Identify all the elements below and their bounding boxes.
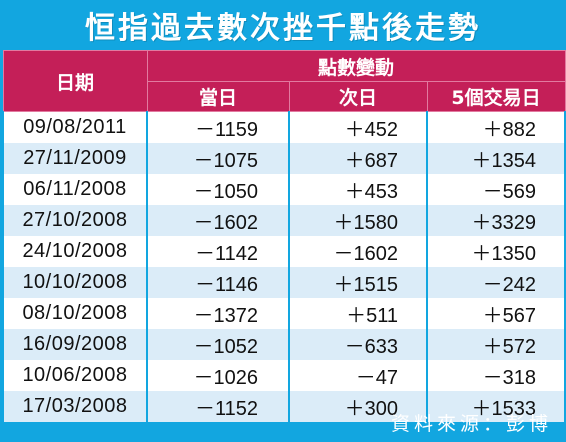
five-day-cell: ＋1354 bbox=[426, 142, 566, 174]
date-cell: 08/10/2008 bbox=[2, 297, 148, 329]
same-day-cell: －1602 bbox=[146, 204, 290, 236]
same-day-cell: －1142 bbox=[146, 235, 290, 267]
same-day-cell: －1050 bbox=[146, 173, 290, 205]
same-day-column-header: 當日 bbox=[146, 81, 290, 112]
date-cell: 16/09/2008 bbox=[2, 328, 148, 360]
five-day-cell: ＋1350 bbox=[426, 235, 566, 267]
same-day-cell: －1372 bbox=[146, 297, 290, 329]
same-day-cell: －1146 bbox=[146, 266, 290, 298]
table-row: 06/11/2008 －1050 ＋453 －569 bbox=[2, 173, 566, 205]
next-day-cell: －1602 bbox=[288, 235, 428, 267]
title-bar: 恒指過去數次挫千點後走勢 bbox=[0, 0, 566, 50]
table-row: 16/09/2008 －1052 －633 ＋572 bbox=[2, 328, 566, 360]
five-day-cell: ＋572 bbox=[426, 328, 566, 360]
table-row: 09/08/2011 －1159 ＋452 ＋882 bbox=[2, 111, 566, 143]
next-day-cell: ＋511 bbox=[288, 297, 428, 329]
next-day-cell: ＋1515 bbox=[288, 266, 428, 298]
same-day-cell: －1152 bbox=[146, 390, 290, 422]
same-day-cell: －1075 bbox=[146, 142, 290, 174]
table-row: 10/06/2008 －1026 －47 －318 bbox=[2, 359, 566, 391]
five-day-cell: ＋3329 bbox=[426, 204, 566, 236]
five-day-cell: －318 bbox=[426, 359, 566, 391]
date-cell: 24/10/2008 bbox=[2, 235, 148, 267]
table-row: 24/10/2008 －1142 －1602 ＋1350 bbox=[2, 235, 566, 267]
five-day-cell: －242 bbox=[426, 266, 566, 298]
five-day-cell: ＋567 bbox=[426, 297, 566, 329]
table-row: 27/10/2008 －1602 ＋1580 ＋3329 bbox=[2, 204, 566, 236]
date-cell: 06/11/2008 bbox=[2, 173, 148, 205]
date-column-header: 日期 bbox=[2, 50, 148, 112]
date-cell: 10/06/2008 bbox=[2, 359, 148, 391]
five-day-cell: －569 bbox=[426, 173, 566, 205]
same-day-cell: －1159 bbox=[146, 111, 290, 143]
point-change-group-header: 點數變動 bbox=[146, 50, 566, 82]
data-table: 日期 點數變動 當日 次日 5個交易日 09/08/2011 －1159 ＋45… bbox=[2, 50, 566, 422]
table-header: 日期 點數變動 當日 次日 5個交易日 bbox=[2, 50, 566, 112]
date-cell: 09/08/2011 bbox=[2, 111, 148, 143]
next-day-cell: ＋300 bbox=[288, 390, 428, 422]
table-row: 27/11/2009 －1075 ＋687 ＋1354 bbox=[2, 142, 566, 174]
next-day-cell: －633 bbox=[288, 328, 428, 360]
date-cell: 10/10/2008 bbox=[2, 266, 148, 298]
same-day-cell: －1026 bbox=[146, 359, 290, 391]
date-cell: 27/11/2009 bbox=[2, 142, 148, 174]
five-day-column-header: 5個交易日 bbox=[426, 81, 566, 112]
table-row: 08/10/2008 －1372 ＋511 ＋567 bbox=[2, 297, 566, 329]
next-day-cell: ＋1580 bbox=[288, 204, 428, 236]
table-row: 17/03/2008 －1152 ＋300 ＋1533 bbox=[2, 390, 566, 422]
next-day-cell: ＋453 bbox=[288, 173, 428, 205]
table-body: 09/08/2011 －1159 ＋452 ＋882 27/11/2009 －1… bbox=[2, 111, 566, 422]
five-day-cell: ＋1533 bbox=[426, 390, 566, 422]
date-cell: 27/10/2008 bbox=[2, 204, 148, 236]
next-day-column-header: 次日 bbox=[288, 81, 428, 112]
next-day-cell: ＋452 bbox=[288, 111, 428, 143]
page-title: 恒指過去數次挫千點後走勢 bbox=[85, 11, 481, 46]
next-day-cell: ＋687 bbox=[288, 142, 428, 174]
source-credit: 資料來源：彭博 bbox=[390, 413, 552, 435]
next-day-cell: －47 bbox=[288, 359, 428, 391]
date-cell: 17/03/2008 bbox=[2, 390, 148, 422]
table-row: 10/10/2008 －1146 ＋1515 －242 bbox=[2, 266, 566, 298]
same-day-cell: －1052 bbox=[146, 328, 290, 360]
five-day-cell: ＋882 bbox=[426, 111, 566, 143]
